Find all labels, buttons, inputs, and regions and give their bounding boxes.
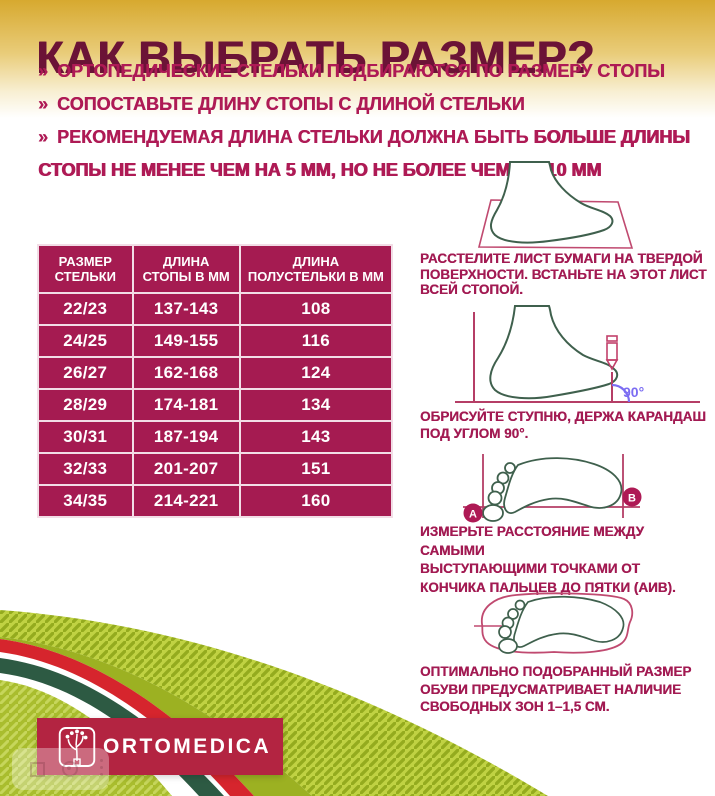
table-row: 24/25 149-155 116 [37,324,394,358]
table-cell: 160 [238,484,394,518]
table-cell: 32/33 [37,452,134,486]
crop-icon[interactable] [30,762,45,777]
screenshot-toolbar[interactable] [12,748,109,790]
table-row: 26/27 162-168 124 [37,356,394,390]
step2-caption: ОБРИСУЙТЕ СТУПНЮ, ДЕРЖА КАРАНДАШ ПОД УГЛ… [420,409,706,441]
table-cell: 201-207 [131,452,241,486]
size-table: РАЗМЕР СТЕЛЬКИ ДЛИНА СТОПЫ В ММ ДЛИНА ПОЛУ… [37,244,394,518]
table-header-cell: РАЗМЕР СТЕЛЬКИ [37,244,134,294]
shoe-outline [481,592,634,654]
step3-caption: ИЗМЕРЬТЕ РАССТОЯНИЕ МЕЖДУ САМЫМИ ВЫСТУПА… [420,524,676,595]
header-gradient [0,0,715,118]
table-cell: 34/35 [37,484,134,518]
table-cell: 187-194 [131,420,241,454]
point-a-badge: А [463,503,483,523]
footprint-measure-illustration: А В [463,454,642,523]
page-title: КАК ВЫБРАТЬ РАЗМЕР? [36,32,595,84]
table-header-cell: ДЛИНА СТОПЫ В ММ [131,244,241,294]
step4-caption: ОПТИМАЛЬНО ПОДОБРАННЫЙ РАЗМЕР ОБУВИ ПРЕД… [420,664,692,714]
pencil-icon [605,335,619,371]
search-lens-icon[interactable] [62,761,78,777]
bullet-text-bold: БОЛЬШЕ ДЛИНЫ СТОПЫ НЕ МЕНЕЕ ЧЕМ НА 5 ММ,… [38,127,690,180]
table-cell: 116 [238,324,394,358]
table-cell: 162-168 [131,356,241,390]
table-cell: 28/29 [37,388,134,422]
table-cell: 30/31 [37,420,134,454]
table-cell: 26/27 [37,356,134,390]
table-cell: 108 [238,292,394,326]
bullet-item: » РЕКОМЕНДУЕМАЯ ДЛИНА СТЕЛЬКИ ДОЛЖНА БЫТЬ… [38,121,706,187]
step1-caption: РАССТЕЛИТЕ ЛИСТ БУМАГИ НА ТВЕРДОЙ ПОВЕРХ… [420,251,707,297]
bullet-item: » СОПОСТАВЬТЕ ДЛИНУ СТОПЫ С ДЛИНОЙ СТЕЛЬК… [38,88,706,121]
footprint-outline [482,457,623,522]
bullet-marker: » [38,61,49,81]
foot-side-outline [489,161,614,244]
foot-side-outline [489,305,619,400]
point-b-badge: В [622,487,642,507]
wave-band-striped-outer [0,610,548,796]
tree-icon [58,727,96,767]
bullet-list: » ОРТОПЕДИЧЕСКИЕ СТЕЛЬКИ ПОДБИРАЮТСЯ ПО Р… [38,55,706,187]
bullet-item: » ОРТОПЕДИЧЕСКИЕ СТЕЛЬКИ ПОДБИРАЮТСЯ ПО Р… [38,55,706,88]
table-cell: 137-143 [131,292,241,326]
table-row: 28/29 174-181 134 [37,388,394,422]
bullet-text: РЕКОМЕНДУЕМАЯ ДЛИНА СТЕЛЬКИ ДОЛЖНА БЫТЬ [57,127,534,147]
table-cell: 174-181 [131,388,241,422]
bullet-text: СОПОСТАВЬТЕ ДЛИНУ СТОПЫ С ДЛИНОЙ СТЕЛЬКИ [57,94,525,114]
foot-with-pencil-illustration: 90° [455,305,700,403]
svg-text:В: В [628,493,636,505]
more-options-icon[interactable] [100,759,103,779]
size-table-body: 22/23 137-143 108 24/25 149-155 116 26/27 162-1… [37,292,394,518]
angle-arc [611,383,631,403]
bullet-text: ОРТОПЕДИЧЕСКИЕ СТЕЛЬКИ ПОДБИРАЮТСЯ ПО РА… [57,61,665,81]
table-cell: 22/23 [37,292,134,326]
table-cell: 143 [238,420,394,454]
brand-name: ORTOMEDICA [103,734,272,758]
table-cell: 151 [238,452,394,486]
svg-text:А: А [469,509,477,521]
angle-label: 90° [623,384,644,400]
size-table-head: РАЗМЕР СТЕЛЬКИ ДЛИНА СТОПЫ В ММ ДЛИНА ПОЛУ… [37,244,394,294]
table-header-cell: ДЛИНА ПОЛУСТЕЛЬКИ В ММ [238,244,394,294]
table-cell: 124 [238,356,394,390]
table-row: 30/31 187-194 143 [37,420,394,454]
bullet-marker: » [38,94,49,114]
foot-on-paper-illustration [477,161,634,249]
foot-in-shoe-illustration [474,592,634,654]
table-row: 34/35 214-221 160 [37,484,394,518]
wave-band-red [0,639,254,796]
table-cell: 134 [238,388,394,422]
table-cell: 149-155 [131,324,241,358]
table-row: 22/23 137-143 108 [37,292,394,326]
brand-logo: ORTOMEDICA [37,718,283,775]
table-cell: 214-221 [131,484,241,518]
table-cell: 24/25 [37,324,134,358]
footprint-outline [498,595,625,654]
table-row: 32/33 201-207 151 [37,452,394,486]
bullet-marker: » [38,127,49,147]
